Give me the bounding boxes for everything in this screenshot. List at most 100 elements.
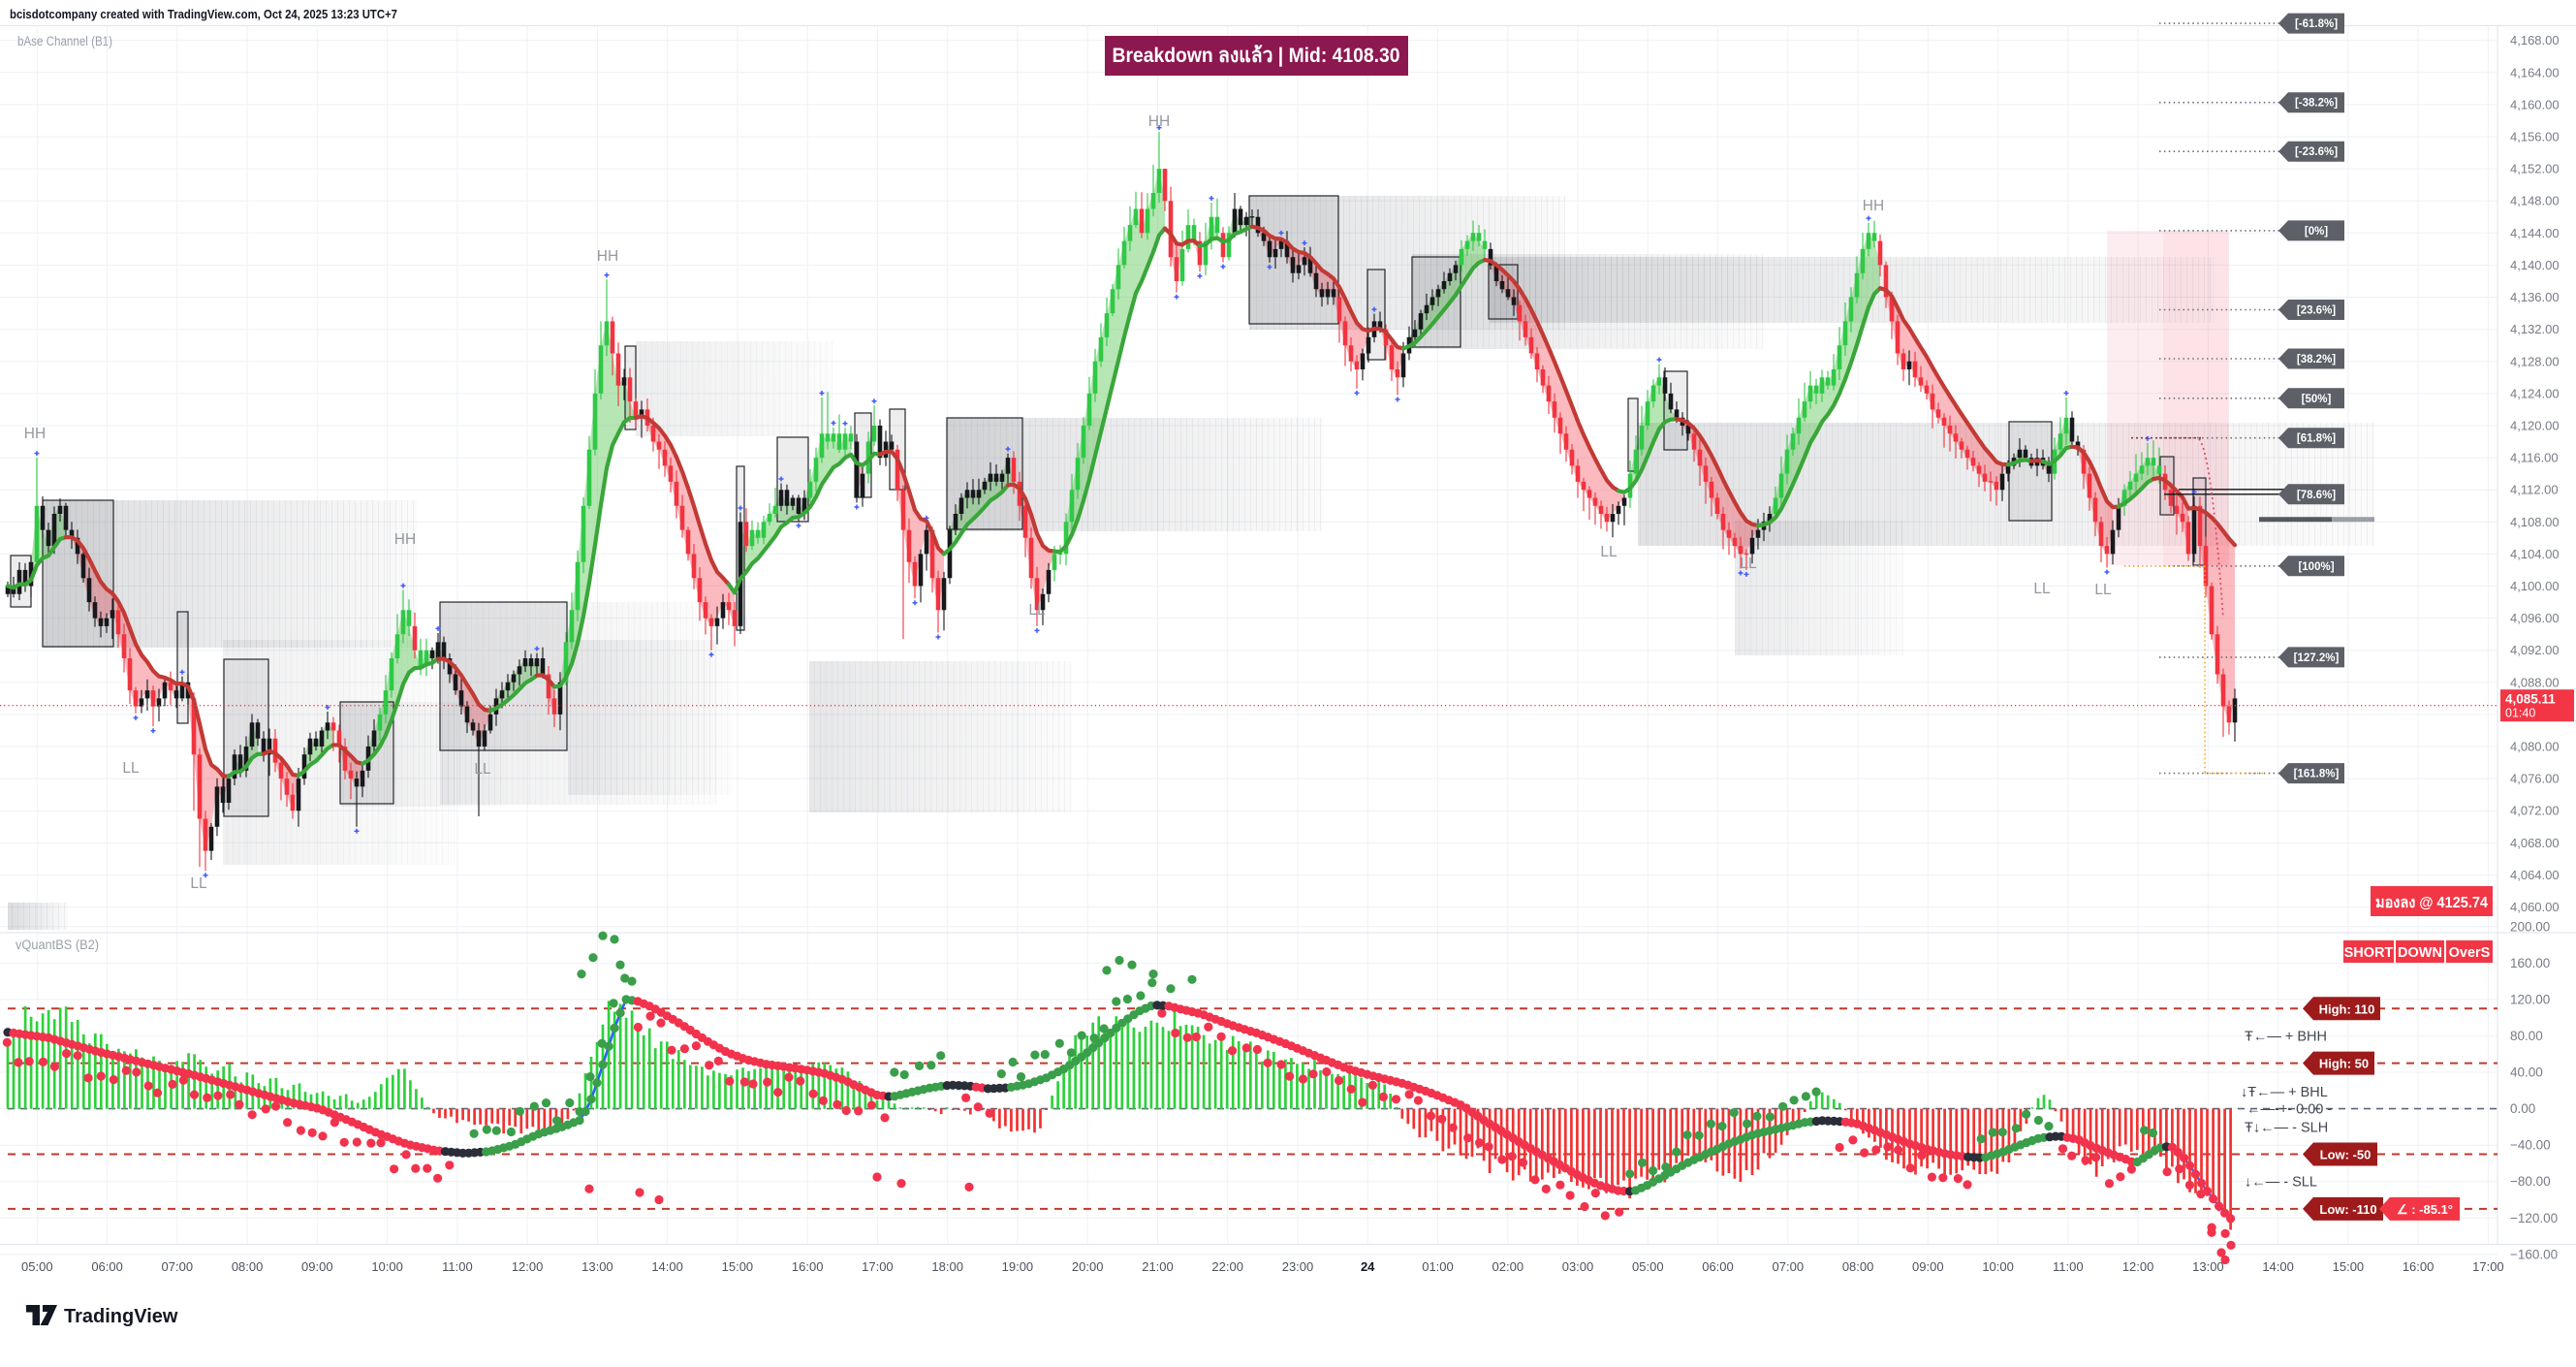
- svg-text:12:00: 12:00: [2122, 1259, 2154, 1274]
- svg-text:19:00: 19:00: [1002, 1259, 1034, 1274]
- svg-text:↓Ŧ←— + BHL: ↓Ŧ←— + BHL: [2241, 1085, 2328, 1100]
- svg-text:06:00: 06:00: [1702, 1259, 1734, 1274]
- svg-text:[78.6%]: [78.6%]: [2297, 490, 2336, 501]
- svg-text:20:00: 20:00: [1072, 1259, 1104, 1274]
- svg-text:11:00: 11:00: [442, 1259, 473, 1274]
- svg-text:4,140.00: 4,140.00: [2510, 258, 2560, 272]
- svg-text:4,096.00: 4,096.00: [2510, 611, 2560, 625]
- svg-text:4,104.00: 4,104.00: [2510, 547, 2560, 561]
- svg-text:15:00: 15:00: [2333, 1259, 2365, 1274]
- svg-text:22:00: 22:00: [1211, 1259, 1243, 1274]
- svg-text:4,064.00: 4,064.00: [2510, 868, 2560, 882]
- svg-text:HH: HH: [24, 426, 46, 442]
- svg-text:12:00: 12:00: [512, 1259, 544, 1274]
- svg-text:−120.00: −120.00: [2510, 1211, 2558, 1225]
- svg-text:LL: LL: [190, 875, 207, 892]
- svg-text:4,168.00: 4,168.00: [2510, 33, 2560, 48]
- svg-text:HH: HH: [597, 248, 618, 265]
- svg-text:LL: LL: [474, 761, 491, 778]
- svg-text:[-61.8%]: [-61.8%]: [2295, 18, 2338, 30]
- svg-text:4,116.00: 4,116.00: [2510, 451, 2559, 465]
- svg-text:Low: -50: Low: -50: [2320, 1148, 2372, 1162]
- svg-text:01:00: 01:00: [1422, 1259, 1454, 1274]
- svg-text:11:00: 11:00: [2053, 1259, 2084, 1274]
- svg-text:4,080.00: 4,080.00: [2510, 740, 2560, 754]
- svg-text:40.00: 40.00: [2510, 1065, 2543, 1080]
- svg-text:−160.00: −160.00: [2510, 1247, 2558, 1261]
- svg-text:16:00: 16:00: [2403, 1259, 2435, 1274]
- svg-text:LL: LL: [2033, 581, 2051, 597]
- svg-text:bAse Channel (B1): bAse Channel (B1): [17, 34, 112, 48]
- svg-text:HH: HH: [394, 531, 416, 548]
- svg-text:Ŧ↓←— - SLH: Ŧ↓←— - SLH: [2245, 1120, 2328, 1135]
- svg-text:08:00: 08:00: [1842, 1259, 1874, 1274]
- svg-text:200.00: 200.00: [2510, 919, 2550, 934]
- svg-text:4,132.00: 4,132.00: [2510, 322, 2560, 336]
- svg-text:10:00: 10:00: [371, 1259, 403, 1274]
- svg-text:4,148.00: 4,148.00: [2510, 194, 2560, 208]
- svg-text:LL: LL: [1028, 602, 1046, 619]
- svg-text:07:00: 07:00: [162, 1259, 194, 1274]
- svg-text:4,088.00: 4,088.00: [2510, 675, 2560, 689]
- svg-text:24: 24: [1361, 1259, 1375, 1274]
- svg-text:01:40: 01:40: [2505, 707, 2535, 720]
- svg-text:High: 110: High: 110: [2319, 1001, 2375, 1016]
- svg-text:[38.2%]: [38.2%]: [2297, 354, 2336, 366]
- svg-text:4,108.00: 4,108.00: [2510, 515, 2560, 529]
- svg-text:[127.2%]: [127.2%]: [2294, 652, 2340, 664]
- svg-text:02:00: 02:00: [1492, 1259, 1524, 1274]
- svg-text:LL: LL: [1600, 544, 1618, 560]
- svg-text:[100%]: [100%]: [2298, 561, 2334, 573]
- svg-text:4,100.00: 4,100.00: [2510, 579, 2560, 593]
- svg-text:18:00: 18:00: [931, 1259, 963, 1274]
- svg-text:120.00: 120.00: [2510, 992, 2550, 1006]
- svg-text:TradingView: TradingView: [64, 1306, 178, 1327]
- svg-text:vQuantBS (B2): vQuantBS (B2): [16, 938, 99, 952]
- svg-text:14:00: 14:00: [2262, 1259, 2294, 1274]
- svg-text:DOWN: DOWN: [2398, 945, 2442, 961]
- svg-text:Breakdown ลงแล้ว | Mid: 4108.3: Breakdown ลงแล้ว | Mid: 4108.30: [1113, 44, 1400, 67]
- svg-text:160.00: 160.00: [2510, 956, 2550, 970]
- svg-text:4,112.00: 4,112.00: [2510, 483, 2559, 497]
- svg-text:4,120.00: 4,120.00: [2510, 419, 2560, 433]
- svg-text:SHORT: SHORT: [2344, 945, 2394, 961]
- svg-text:05:00: 05:00: [21, 1259, 53, 1274]
- svg-text:0.00: 0.00: [2510, 1101, 2535, 1116]
- svg-text:HH: HH: [1863, 198, 1884, 214]
- svg-text:15:00: 15:00: [722, 1259, 754, 1274]
- svg-text:23:00: 23:00: [1282, 1259, 1314, 1274]
- svg-text:4,164.00: 4,164.00: [2510, 65, 2560, 79]
- svg-text:80.00: 80.00: [2510, 1029, 2543, 1043]
- svg-text:[23.6%]: [23.6%]: [2297, 305, 2336, 317]
- svg-text:[-38.2%]: [-38.2%]: [2295, 98, 2338, 110]
- svg-text:4,092.00: 4,092.00: [2510, 643, 2560, 657]
- svg-text:14:00: 14:00: [651, 1259, 683, 1274]
- svg-text:4,152.00: 4,152.00: [2510, 162, 2560, 176]
- svg-text:4,068.00: 4,068.00: [2510, 836, 2560, 850]
- svg-text:4,072.00: 4,072.00: [2510, 804, 2560, 818]
- svg-text:−80.00: −80.00: [2510, 1174, 2551, 1189]
- svg-text:16:00: 16:00: [792, 1259, 824, 1274]
- svg-text:17:00: 17:00: [862, 1259, 894, 1274]
- svg-text:09:00: 09:00: [301, 1259, 333, 1274]
- svg-text:4,076.00: 4,076.00: [2510, 772, 2560, 786]
- svg-text:∠ : -85.1°: ∠ : -85.1°: [2397, 1202, 2453, 1217]
- svg-text:bcisdotcompany created with Tr: bcisdotcompany created with TradingView.…: [10, 7, 397, 21]
- svg-text:มองลง @ 4125.74: มองลง @ 4125.74: [2375, 895, 2488, 911]
- svg-text:07:00: 07:00: [1773, 1259, 1805, 1274]
- svg-text:[61.8%]: [61.8%]: [2297, 433, 2336, 445]
- svg-text:03:00: 03:00: [1562, 1259, 1594, 1274]
- svg-text:10:00: 10:00: [1982, 1259, 2014, 1274]
- svg-text:−40.00: −40.00: [2510, 1138, 2551, 1153]
- svg-text:21:00: 21:00: [1142, 1259, 1174, 1274]
- svg-text:Low: -110: Low: -110: [2319, 1202, 2376, 1217]
- svg-text:09:00: 09:00: [1912, 1259, 1944, 1274]
- svg-text:4,160.00: 4,160.00: [2510, 97, 2560, 111]
- svg-text:High: 50: High: 50: [2319, 1057, 2369, 1071]
- svg-text:4,128.00: 4,128.00: [2510, 354, 2560, 368]
- svg-text:[161.8%]: [161.8%]: [2294, 769, 2340, 780]
- svg-text:LL: LL: [1740, 556, 1757, 572]
- svg-text:Ŧ←— + BHH: Ŧ←— + BHH: [2245, 1030, 2327, 1045]
- svg-text:08:00: 08:00: [232, 1259, 264, 1274]
- svg-text:13:00: 13:00: [2192, 1259, 2224, 1274]
